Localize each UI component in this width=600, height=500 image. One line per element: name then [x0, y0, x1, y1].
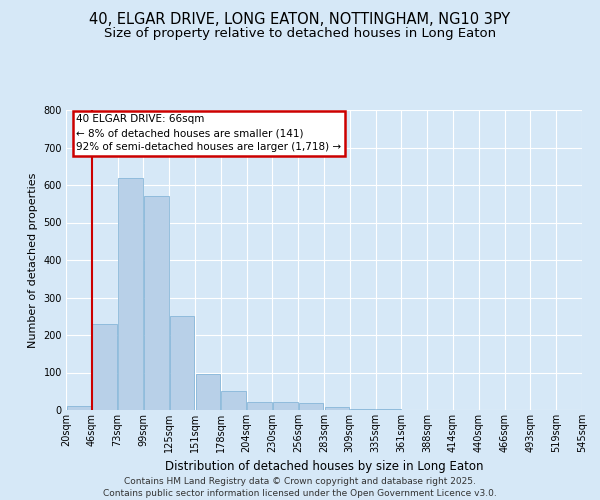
Bar — [67, 406, 91, 410]
Bar — [92, 324, 117, 410]
Bar — [170, 316, 194, 410]
Bar — [299, 402, 323, 410]
Bar — [325, 408, 349, 410]
Text: 40 ELGAR DRIVE: 66sqm
← 8% of detached houses are smaller (141)
92% of semi-deta: 40 ELGAR DRIVE: 66sqm ← 8% of detached h… — [76, 114, 341, 152]
Text: 40, ELGAR DRIVE, LONG EATON, NOTTINGHAM, NG10 3PY: 40, ELGAR DRIVE, LONG EATON, NOTTINGHAM,… — [89, 12, 511, 28]
Bar — [350, 408, 375, 410]
X-axis label: Distribution of detached houses by size in Long Eaton: Distribution of detached houses by size … — [165, 460, 483, 473]
Bar — [273, 402, 298, 410]
Bar — [144, 196, 169, 410]
Bar — [247, 402, 272, 410]
Bar — [196, 374, 220, 410]
Bar — [376, 409, 401, 410]
Text: Contains HM Land Registry data © Crown copyright and database right 2025.
Contai: Contains HM Land Registry data © Crown c… — [103, 476, 497, 498]
Text: Size of property relative to detached houses in Long Eaton: Size of property relative to detached ho… — [104, 28, 496, 40]
Y-axis label: Number of detached properties: Number of detached properties — [28, 172, 38, 348]
Bar — [221, 391, 246, 410]
Bar — [118, 178, 143, 410]
